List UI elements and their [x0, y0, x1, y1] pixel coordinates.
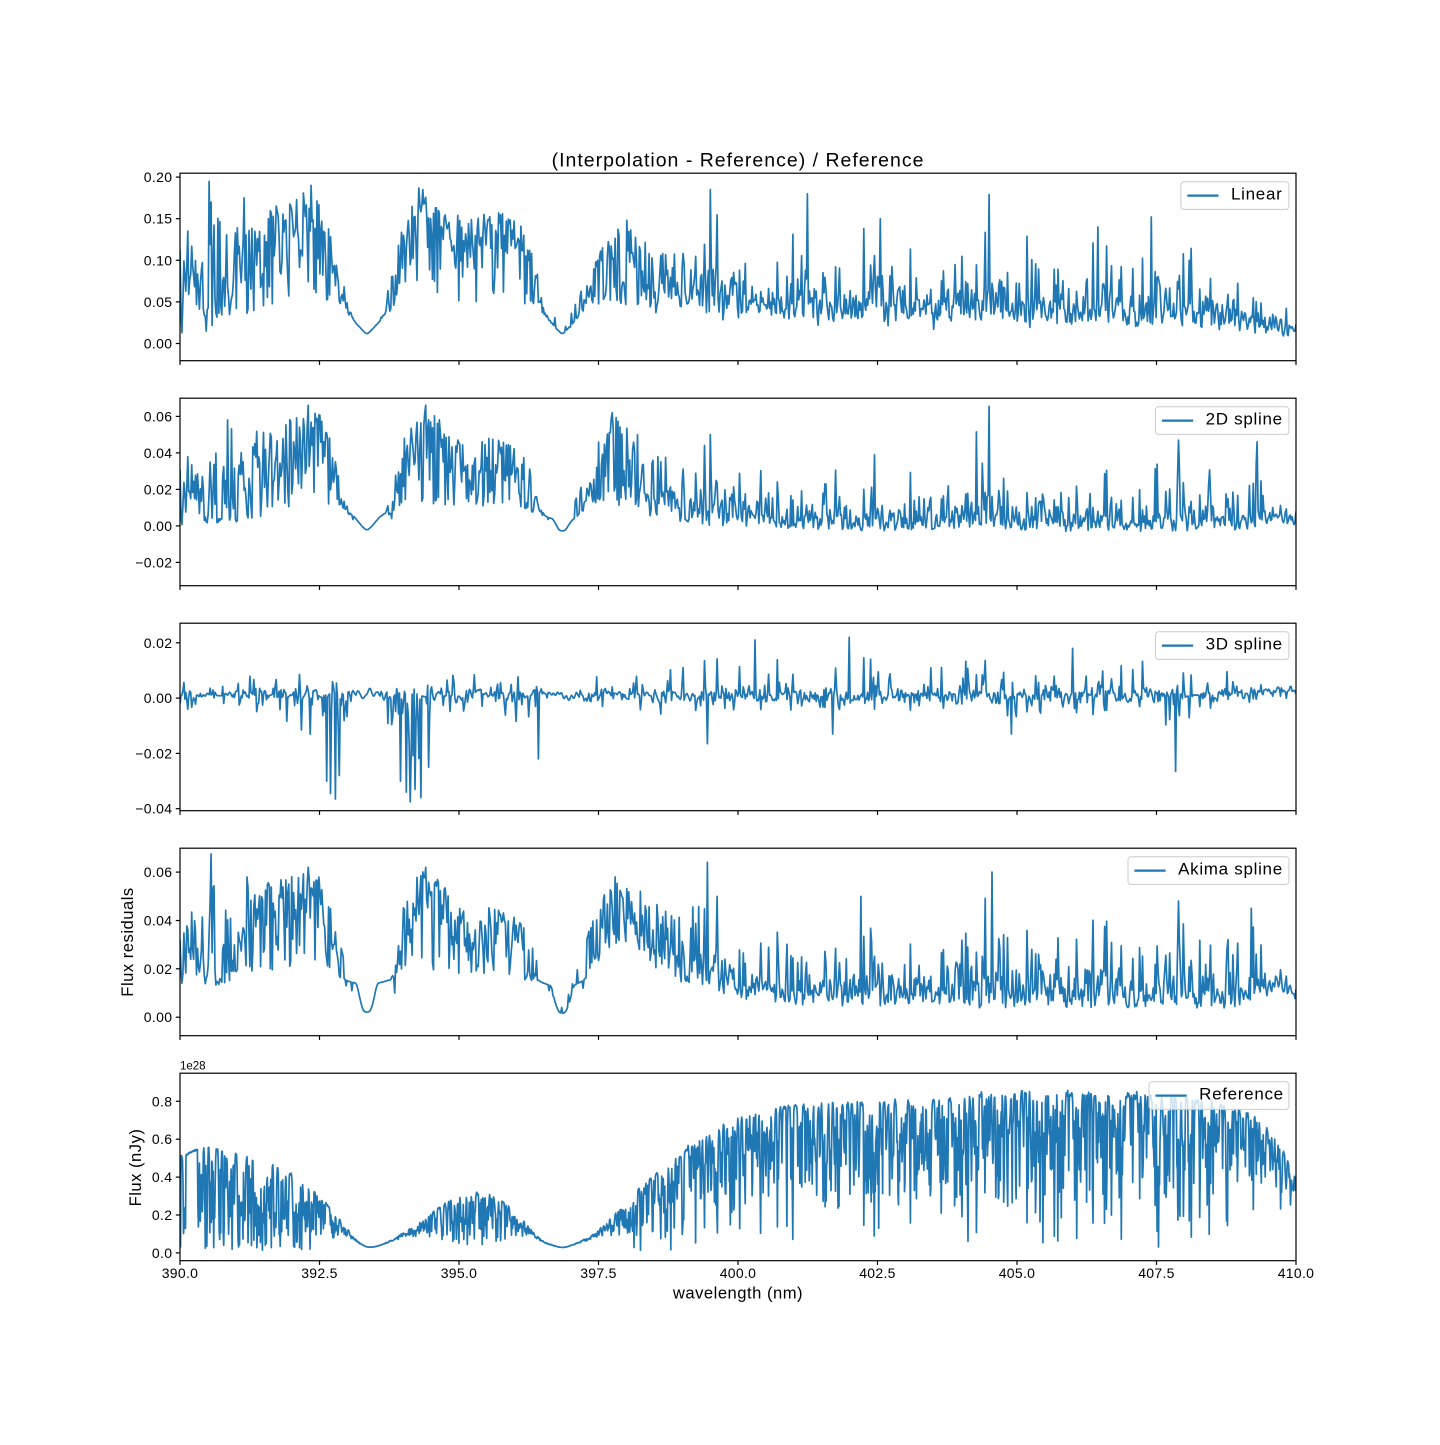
- svg-text:0.6: 0.6: [152, 1131, 173, 1147]
- svg-text:0.8: 0.8: [152, 1093, 173, 1109]
- svg-text:(Interpolation - Reference) /: (Interpolation - Reference) / Reference: [552, 150, 925, 172]
- svg-text:wavelength (nm): wavelength (nm): [672, 1284, 803, 1303]
- svg-text:Reference: Reference: [1199, 1085, 1284, 1104]
- svg-text:407.5: 407.5: [1138, 1265, 1175, 1281]
- svg-text:Flux (nJy): Flux (nJy): [126, 1129, 145, 1207]
- svg-text:0.04: 0.04: [144, 913, 173, 929]
- svg-text:405.0: 405.0: [999, 1265, 1036, 1281]
- svg-text:0.04: 0.04: [144, 445, 173, 461]
- svg-text:0.15: 0.15: [144, 211, 173, 227]
- svg-text:0.05: 0.05: [144, 294, 173, 310]
- svg-text:0.06: 0.06: [144, 408, 173, 424]
- svg-text:0.06: 0.06: [144, 864, 173, 880]
- svg-text:410.0: 410.0: [1278, 1265, 1315, 1281]
- svg-text:397.5: 397.5: [580, 1265, 617, 1281]
- svg-text:0.20: 0.20: [144, 169, 173, 185]
- svg-text:3D spline: 3D spline: [1206, 635, 1283, 654]
- svg-text:Akima spline: Akima spline: [1178, 860, 1283, 879]
- svg-text:392.5: 392.5: [301, 1265, 338, 1281]
- svg-text:390.0: 390.0: [162, 1265, 199, 1281]
- svg-text:1e28: 1e28: [180, 1061, 206, 1073]
- svg-text:0.00: 0.00: [144, 336, 173, 352]
- svg-text:Flux residuals: Flux residuals: [118, 887, 137, 996]
- svg-text:2D spline: 2D spline: [1206, 410, 1283, 429]
- svg-text:0.02: 0.02: [144, 481, 173, 497]
- svg-text:−0.04: −0.04: [135, 801, 172, 817]
- svg-text:Linear: Linear: [1231, 185, 1282, 204]
- svg-text:−0.02: −0.02: [135, 745, 172, 761]
- svg-text:0.00: 0.00: [144, 1009, 173, 1025]
- svg-text:0.00: 0.00: [144, 690, 173, 706]
- svg-text:0.10: 0.10: [144, 252, 173, 268]
- svg-text:0.02: 0.02: [144, 961, 173, 977]
- svg-text:0.4: 0.4: [152, 1169, 173, 1185]
- svg-text:0.00: 0.00: [144, 518, 173, 534]
- svg-text:395.0: 395.0: [441, 1265, 478, 1281]
- svg-text:0.2: 0.2: [152, 1207, 173, 1223]
- svg-text:402.5: 402.5: [859, 1265, 896, 1281]
- svg-text:400.0: 400.0: [720, 1265, 757, 1281]
- svg-text:0.0: 0.0: [152, 1245, 173, 1261]
- svg-text:0.02: 0.02: [144, 635, 173, 651]
- svg-text:−0.02: −0.02: [135, 554, 172, 570]
